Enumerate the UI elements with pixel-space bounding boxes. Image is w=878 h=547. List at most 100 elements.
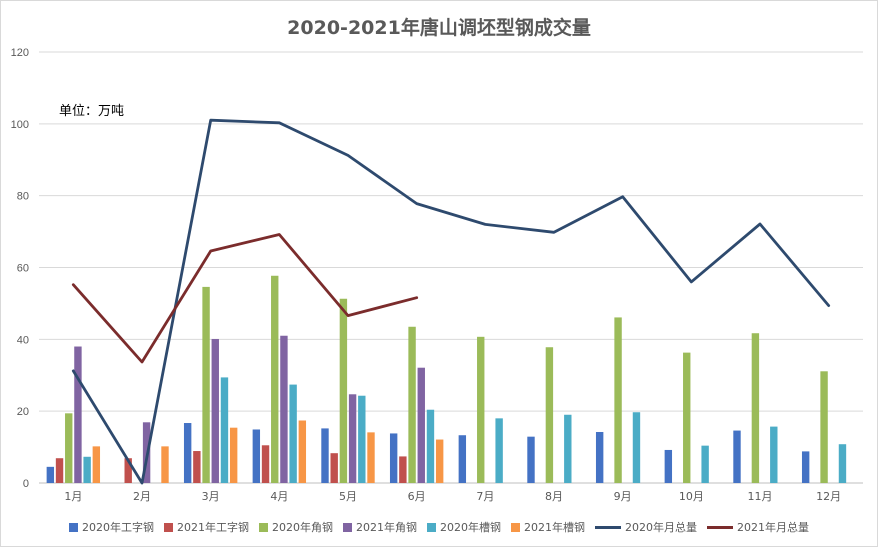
- bar: [664, 449, 673, 483]
- x-tick-label: 6月: [408, 490, 426, 503]
- legend-swatch: [164, 522, 173, 532]
- x-tick-label: 3月: [202, 490, 220, 503]
- legend-label: 2021年工字钢: [177, 521, 249, 534]
- chart-title: 2020-2021年唐山调坯型钢成交量: [287, 17, 591, 39]
- bar: [801, 451, 810, 483]
- y-tick-label: 100: [11, 119, 29, 131]
- bar: [417, 367, 425, 483]
- bar: [298, 420, 307, 483]
- bar: [367, 432, 375, 483]
- chart-legend: 2020年工字钢 2021年工字钢 2020年角钢 2021年角钢 2020年槽钢 202…: [1, 519, 877, 535]
- bar: [348, 394, 357, 483]
- bar: [399, 456, 407, 483]
- bar: [408, 326, 416, 483]
- bar: [527, 436, 535, 483]
- legend-label: 2021年槽钢: [524, 521, 585, 534]
- bar: [330, 453, 338, 483]
- bar: [124, 458, 132, 483]
- bar: [820, 371, 828, 483]
- x-tick-label: 8月: [545, 490, 563, 503]
- bar: [838, 444, 847, 483]
- bar: [92, 446, 101, 483]
- y-tick-label: 60: [17, 263, 29, 275]
- bar: [220, 377, 229, 483]
- legend-item: 2020年角钢: [259, 519, 333, 535]
- bar: [701, 445, 709, 483]
- bar: [161, 446, 169, 483]
- legend-swatch: [343, 522, 352, 532]
- unit-label: 单位：万吨: [59, 104, 125, 119]
- bar: [595, 431, 604, 483]
- bar: [183, 423, 192, 483]
- bar: [229, 427, 238, 483]
- y-tick-label: 0: [23, 478, 29, 490]
- bar: [46, 466, 55, 483]
- x-tick-label: 11月: [748, 490, 773, 503]
- bar: [426, 409, 435, 483]
- bar: [193, 451, 201, 483]
- legend-label: 2020年月总量: [625, 521, 697, 534]
- legend-label: 2020年角钢: [272, 521, 333, 534]
- bar: [751, 333, 760, 483]
- bar: [339, 298, 348, 483]
- legend-swatch: [427, 522, 436, 532]
- series-line: [71, 118, 831, 485]
- legend-item: 2021年工字钢: [164, 519, 249, 535]
- legend-item: 2020年月总量: [595, 519, 697, 535]
- series-line: [71, 233, 419, 364]
- bar: [74, 346, 82, 483]
- bar: [632, 412, 641, 483]
- bar: [65, 413, 73, 483]
- legend-swatch: [259, 522, 268, 532]
- bar: [83, 456, 91, 483]
- bar: [435, 439, 444, 483]
- x-tick-label: 9月: [614, 490, 632, 503]
- x-tick-label: 5月: [339, 490, 357, 503]
- legend-item: 2020年槽钢: [427, 519, 501, 535]
- legend-item: 2020年工字钢: [69, 519, 154, 535]
- legend-item: 2021年月总量: [707, 519, 809, 535]
- legend-swatch: [707, 525, 733, 529]
- bar: [545, 347, 554, 483]
- bar: [280, 335, 288, 483]
- y-tick-label: 40: [17, 334, 29, 346]
- bar: [770, 426, 778, 483]
- bar: [271, 275, 279, 483]
- legend-swatch: [69, 522, 78, 532]
- x-tick-label: 4月: [270, 490, 288, 503]
- legend-label: 2020年槽钢: [440, 521, 501, 534]
- bar: [358, 395, 366, 483]
- legend-label: 2021年月总量: [737, 521, 809, 534]
- bar: [495, 418, 503, 483]
- y-tick-label: 20: [17, 406, 29, 418]
- bar: [202, 286, 210, 483]
- bar: [55, 458, 64, 483]
- x-tick-label: 12月: [816, 490, 841, 503]
- x-tick-label: 10月: [679, 490, 704, 503]
- bar: [321, 428, 329, 483]
- bar: [389, 433, 398, 483]
- y-tick-label: 120: [11, 47, 29, 59]
- bar: [252, 429, 261, 483]
- bar: [211, 338, 219, 483]
- bar: [683, 352, 691, 483]
- bar: [261, 445, 270, 483]
- bar: [289, 384, 297, 483]
- legend-label: 2020年工字钢: [82, 521, 154, 534]
- x-tick-label: 2月: [133, 490, 151, 503]
- legend-item: 2021年槽钢: [511, 519, 585, 535]
- legend-item: 2021年角钢: [343, 519, 417, 535]
- legend-label: 2021年角钢: [356, 521, 417, 534]
- bar: [477, 336, 485, 483]
- bar: [614, 317, 622, 483]
- bar: [458, 435, 467, 483]
- legend-swatch: [511, 522, 520, 532]
- y-tick-label: 80: [17, 191, 29, 203]
- bar: [733, 430, 741, 483]
- legend-swatch: [595, 525, 621, 529]
- x-tick-label: 1月: [64, 490, 82, 503]
- bar: [564, 414, 572, 483]
- x-tick-label: 7月: [476, 490, 494, 503]
